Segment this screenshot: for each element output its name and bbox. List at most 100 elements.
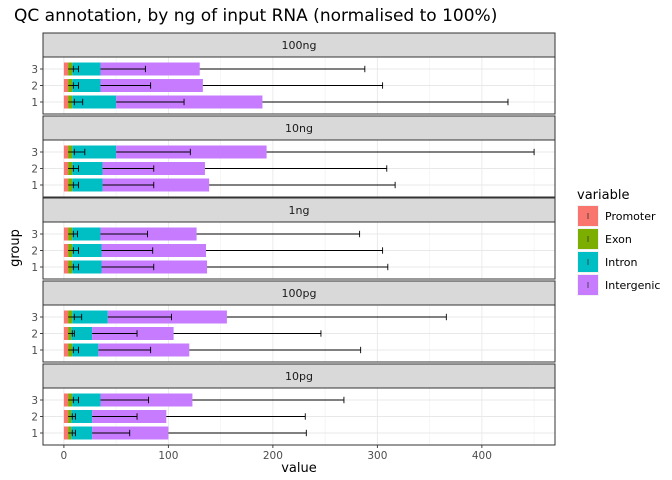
bar-promoter-group-3 [63,310,69,324]
error-bar-intergenic-group-3 [196,230,361,238]
facet-panel-100ng: 100ng 1 2 3 [31,32,556,115]
bar-promoter-group-1 [63,260,69,274]
error-bar-intron-group-1 [98,346,152,354]
y-tick-label: 1 [31,97,38,109]
x-tick-label: 100 [158,450,178,462]
facet-strip-label: 10pg [285,370,313,383]
error-bar-intron-group-3 [100,65,146,73]
error-bar-intergenic-group-2 [202,82,384,89]
bar-promoter-group-3 [63,227,69,241]
legend-item-intergenic: Intergenic [577,274,660,296]
error-bar-intergenic-group-1 [207,263,389,271]
error-bar-intron-group-2 [92,413,138,420]
facet-panel-10pg: 10pg 1 2 3 [31,363,556,446]
error-bar-exon-group-1 [71,429,76,437]
x-tick-label: 400 [472,450,492,462]
bar-promoter-group-1 [63,178,69,192]
bar-intergenic-group-1 [116,95,263,109]
bar-intron-group-1 [72,178,103,192]
error-bar-intergenic-group-2 [173,330,322,337]
y-tick-label: 1 [31,262,38,274]
error-bar-intron-group-2 [101,247,154,254]
legend-item-intron: Intron [577,251,638,273]
y-tick-label: 3 [31,229,38,241]
facet-panel-1ng: 1ng 1 2 3 [31,197,556,280]
bar-intron-group-3 [72,62,101,76]
y-tick-label: 2 [31,411,38,423]
error-bar-exon-group-2 [71,413,76,420]
error-bar-exon-group-2 [72,165,79,172]
y-tick-label: 2 [31,163,38,175]
error-bar-intron-group-2 [100,82,152,89]
bar-promoter-group-2 [63,327,69,340]
bar-intron-group-3 [72,227,101,241]
bar-intron-group-1 [72,260,102,274]
x-axis: 0 100 200 300 400 [61,445,492,462]
error-bar-intergenic-group-1 [189,346,362,354]
bar-promoter-group-3 [63,393,69,407]
bar-intron-group-3 [72,310,108,324]
error-bar-intergenic-group-2 [166,413,306,420]
bar-intron-group-1 [72,95,117,109]
facet-strip [42,115,556,141]
error-bar-intergenic-group-2 [204,165,388,172]
y-tick-label: 1 [31,428,38,440]
y-tick-label: 2 [31,328,38,340]
bar-intron-group-1 [71,426,93,440]
facet-strip-label: 1ng [289,204,310,217]
error-bar-intergenic-group-1 [262,98,509,106]
bar-intron-group-2 [71,327,93,340]
y-tick-label: 3 [31,64,38,76]
error-bar-intron-group-1 [101,263,155,271]
facet-strip-label: 10ng [285,122,313,135]
x-axis-title: value [281,461,317,476]
y-tick-label: 3 [31,312,38,324]
error-bar-exon-group-3 [72,148,86,156]
error-bar-intergenic-group-2 [206,247,384,254]
error-bar-intron-group-3 [107,313,172,321]
facet-strip [42,363,556,389]
legend: variable Promoter Exon Intron Intergenic [577,188,660,296]
facet-panels: 100ng 1 2 3 10ng 1 2 3 1ng 1 2 3 100pg 1 2 3 10pg 1 2 3 [31,32,556,446]
legend-label: Intron [605,256,638,269]
bar-promoter-group-1 [63,426,69,440]
error-bar-exon-group-3 [72,65,79,73]
error-bar-intergenic-group-1 [209,181,396,189]
bar-intron-group-2 [72,244,102,257]
error-bar-exon-group-3 [72,396,79,404]
error-bar-exon-group-1 [72,181,79,189]
legend-label: Exon [605,233,632,246]
error-bar-exon-group-2 [72,247,79,254]
bar-intron-group-3 [72,393,101,407]
facet-panel-10ng: 10ng 1 2 3 [31,115,556,198]
bar-promoter-group-3 [63,145,69,159]
error-bar-exon-group-2 [71,330,75,337]
error-bar-intron-group-3 [116,148,191,156]
y-tick-label: 1 [31,180,38,192]
error-bar-intergenic-group-3 [192,396,345,404]
legend-title: variable [577,188,629,203]
error-bar-intergenic-group-3 [266,148,535,156]
bar-intron-group-2 [72,162,103,175]
bar-intergenic-group-3 [100,62,200,76]
legend-label: Promoter [605,210,656,223]
bar-intergenic-group-1 [101,260,208,274]
facet-panel-100pg: 100pg 1 2 3 [31,280,556,363]
error-bar-intron-group-2 [102,165,155,172]
error-bar-exon-group-3 [72,313,83,321]
error-bar-exon-group-1 [72,346,79,354]
error-bar-exon-group-1 [72,98,84,106]
error-bar-intron-group-1 [102,181,155,189]
y-tick-label: 3 [31,147,38,159]
error-bar-exon-group-1 [72,263,79,271]
bar-promoter-group-1 [63,343,69,357]
bar-promoter-group-1 [63,95,69,109]
error-bar-intron-group-1 [92,429,131,437]
facet-strip [42,280,556,306]
bar-promoter-group-2 [63,79,69,92]
y-axis-title: group [8,229,23,267]
error-bar-exon-group-2 [72,82,79,89]
error-bar-intergenic-group-3 [226,313,447,321]
bar-intron-group-1 [72,343,99,357]
